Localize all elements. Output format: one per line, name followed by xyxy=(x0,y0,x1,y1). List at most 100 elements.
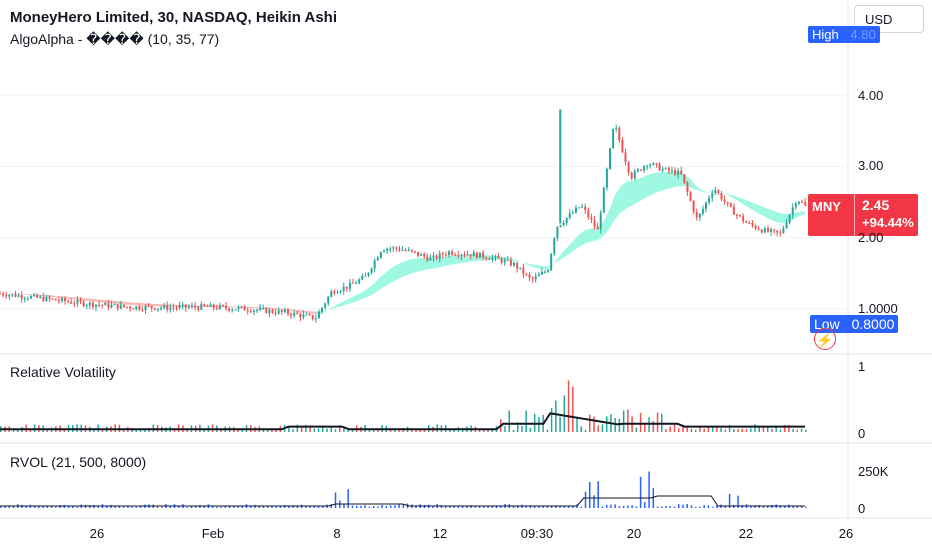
low-marker: Low 0.8000 xyxy=(810,315,899,333)
candle-body xyxy=(587,210,590,218)
volatility-bar xyxy=(305,424,307,432)
rvol-bar xyxy=(711,506,714,508)
candle-body xyxy=(67,301,70,303)
candle-body xyxy=(64,298,67,302)
rvol-bar xyxy=(139,505,142,508)
rvol-bar xyxy=(652,488,655,508)
candle-body xyxy=(379,252,382,258)
rvol-bar xyxy=(724,505,727,508)
candle-body xyxy=(8,294,11,297)
rvol-bar xyxy=(271,506,273,508)
volatility-bar xyxy=(135,429,138,432)
volatility-bar xyxy=(241,429,244,432)
x-tick-label: 26 xyxy=(89,526,105,541)
candle-body xyxy=(788,214,791,223)
volatility-bar xyxy=(313,428,316,432)
volatility-bar xyxy=(627,409,629,432)
candle-body xyxy=(649,164,652,166)
candle-body xyxy=(711,193,714,199)
candle-body xyxy=(720,193,723,200)
volatility-bar xyxy=(317,428,320,432)
lightning-icon[interactable]: ⚡ xyxy=(814,328,836,350)
rvol-bar xyxy=(792,505,794,508)
candle-body xyxy=(175,307,178,309)
rvol-bar xyxy=(796,505,799,508)
rvol-bar xyxy=(233,506,235,508)
candle-body xyxy=(482,252,485,258)
candle-body xyxy=(509,259,512,266)
volatility-pane-label[interactable]: Relative Volatility xyxy=(10,364,116,380)
candle-body xyxy=(478,252,481,258)
candle-body xyxy=(432,255,435,258)
rvol-bar xyxy=(644,502,646,508)
volatility-bar xyxy=(483,429,485,432)
rvol-pane-label[interactable]: RVOL (21, 500, 8000) xyxy=(10,454,147,470)
candle-body xyxy=(48,296,51,299)
rvol-bar xyxy=(512,505,515,508)
candle-body xyxy=(228,308,231,311)
indicator-label[interactable]: AlgoAlpha - ���� (10, 35, 77) xyxy=(10,31,220,47)
price-value: 2.45 xyxy=(862,197,890,213)
rvol-bar xyxy=(614,504,616,508)
candle-body xyxy=(522,267,525,275)
candle-body xyxy=(578,207,581,209)
candle-body xyxy=(147,305,150,307)
candle-body xyxy=(686,182,689,193)
candle-body xyxy=(407,249,410,251)
rvol-bar xyxy=(559,506,561,508)
candle-body xyxy=(797,201,800,204)
candle-body xyxy=(757,228,760,230)
candle-body xyxy=(766,228,769,232)
candle-body xyxy=(60,298,63,301)
candle-body xyxy=(528,274,531,278)
candle-body xyxy=(296,312,299,315)
candle-body xyxy=(256,309,259,311)
volatility-bar xyxy=(805,429,807,432)
candle-body xyxy=(308,314,311,316)
candle-body xyxy=(537,274,540,277)
candle-body xyxy=(271,309,274,313)
low-value: 0.8000 xyxy=(851,316,895,332)
volatility-bar xyxy=(326,428,328,432)
rvol-bar xyxy=(122,506,125,508)
x-tick-label: 26 xyxy=(838,526,854,541)
rvol-bar xyxy=(453,505,455,508)
rvol-bar xyxy=(805,506,807,508)
rvol-bar xyxy=(766,506,769,508)
volatility-bar xyxy=(118,424,121,432)
rvol-bar xyxy=(169,506,171,508)
rvol-bar xyxy=(33,506,36,508)
volatility-bar xyxy=(652,421,655,432)
candle-body xyxy=(194,305,197,308)
candle-body xyxy=(463,254,466,256)
rvol-bar xyxy=(46,505,49,508)
rvol-bar xyxy=(580,506,583,508)
candle-body xyxy=(11,293,14,295)
volatility-bar xyxy=(93,429,95,432)
y-tick-label: 0 xyxy=(858,501,866,516)
last-price-label: MNY 2.45 +94.44% xyxy=(808,194,918,236)
volatility-bar xyxy=(754,424,756,432)
volatility-bar xyxy=(669,426,672,432)
candle-body xyxy=(85,305,88,307)
candle-body xyxy=(234,309,237,311)
rvol-bar xyxy=(449,505,451,508)
candle-body xyxy=(429,257,432,261)
rvol-bar xyxy=(618,506,621,508)
rvol-bar xyxy=(360,505,362,508)
rvol-bar xyxy=(343,504,345,508)
candle-body xyxy=(88,302,91,306)
rvol-bar xyxy=(635,506,638,508)
candle-body xyxy=(497,255,500,259)
volatility-bar xyxy=(338,425,341,432)
volatility-bar xyxy=(677,428,680,432)
candle-body xyxy=(163,305,166,308)
candle-body xyxy=(692,200,695,212)
rvol-bar xyxy=(127,505,129,508)
volatility-bar xyxy=(525,410,527,432)
rvol-bar xyxy=(250,505,252,508)
high-label: High xyxy=(812,27,839,42)
rvol-bar xyxy=(377,506,379,508)
volatility-bar xyxy=(516,422,519,432)
